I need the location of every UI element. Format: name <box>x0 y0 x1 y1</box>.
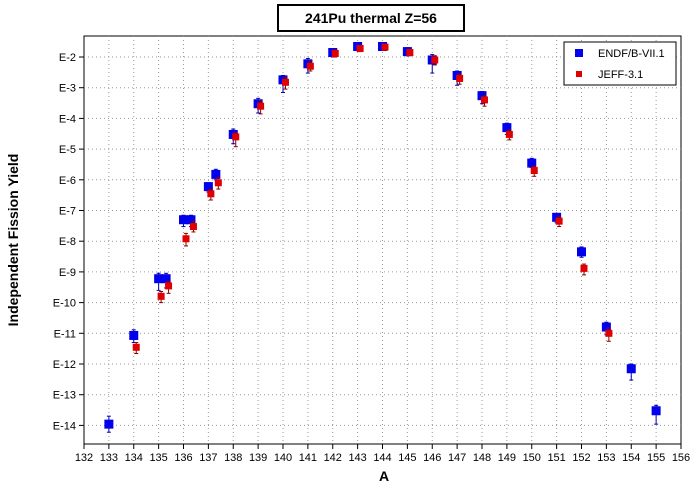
y-tick-label: E-8 <box>59 236 76 248</box>
y-tick-label: E-12 <box>53 359 76 371</box>
legend-box <box>563 41 677 86</box>
title-box <box>277 4 465 32</box>
data-point-jeff <box>214 179 222 187</box>
x-tick-label: 139 <box>249 452 267 464</box>
x-tick-label: 156 <box>672 452 690 464</box>
data-point-endf <box>161 274 171 284</box>
data-point-endf <box>211 169 221 179</box>
data-point-jeff <box>281 78 289 86</box>
data-point-endf <box>577 247 586 257</box>
y-tick-label: E-4 <box>59 113 76 125</box>
chart-title: 241Pu thermal Z=56 <box>305 10 437 26</box>
y-tick-label: E-5 <box>59 144 76 156</box>
data-point-endf <box>104 419 114 429</box>
data-point-jeff <box>165 282 173 290</box>
y-tick-label: E-10 <box>53 298 76 310</box>
data-point-jeff <box>580 264 588 272</box>
data-point-jeff <box>456 74 464 82</box>
x-tick-label: 149 <box>498 452 516 464</box>
x-tick-label: 135 <box>149 452 167 464</box>
data-point-endf <box>651 406 661 416</box>
x-tick-label: 144 <box>373 452 391 464</box>
x-tick-label: 136 <box>174 452 192 464</box>
data-point-endf <box>502 123 512 133</box>
data-point-jeff <box>331 50 339 58</box>
y-tick-label: E-3 <box>59 83 76 95</box>
y-tick-label: E-7 <box>59 206 76 218</box>
x-tick-label: 150 <box>523 452 541 464</box>
y-tick-label: E-14 <box>53 420 76 432</box>
data-point-endf <box>626 364 636 374</box>
data-point-endf <box>179 215 188 225</box>
data-point-jeff <box>189 223 197 231</box>
legend: ENDF/B-VII.1 JEFF-3.1 <box>563 41 677 86</box>
data-point-jeff <box>555 217 563 225</box>
y-tick-label: E-2 <box>59 52 76 64</box>
data-point-endf <box>552 212 562 222</box>
data-point-jeff <box>182 235 190 243</box>
data-point-endf <box>527 158 537 168</box>
data-point-jeff <box>406 49 414 57</box>
x-tick-label: 137 <box>199 452 217 464</box>
data-point-jeff <box>431 56 439 64</box>
x-tick-label: 155 <box>647 452 665 464</box>
data-point-jeff <box>306 62 314 70</box>
data-point-jeff <box>505 130 513 138</box>
y-axis-title: Independent Fission Yield <box>5 154 21 327</box>
y-tick-label: E-11 <box>54 328 76 340</box>
legend-label-endf: ENDF/B-VII.1 <box>598 48 665 60</box>
data-point-jeff <box>530 167 538 175</box>
data-point-endf <box>477 91 487 101</box>
data-point-jeff <box>207 190 215 198</box>
data-layer <box>104 41 661 433</box>
x-tick-label: 141 <box>299 452 317 464</box>
x-tick-label: 143 <box>348 452 366 464</box>
x-tick-label: 153 <box>597 452 615 464</box>
x-tick-label: 142 <box>324 452 342 464</box>
grid-layer <box>84 36 681 444</box>
y-tick-label: E-13 <box>53 390 76 402</box>
tick-layer: 132 133 134 135 136 137 138 139 140 141 142 143 144 1… <box>53 52 690 464</box>
x-tick-label: 151 <box>547 452 565 464</box>
data-point-endf <box>186 215 196 225</box>
x-tick-label: 133 <box>100 452 118 464</box>
data-point-jeff <box>381 43 389 51</box>
legend-label-jeff: JEFF-3.1 <box>598 69 643 81</box>
data-point-jeff <box>132 343 140 351</box>
data-point-endf <box>154 274 164 284</box>
x-tick-label: 148 <box>473 452 491 464</box>
data-point-jeff <box>232 133 240 141</box>
x-tick-label: 140 <box>274 452 292 464</box>
legend-marker-jeff <box>576 71 582 77</box>
y-tick-label: E-9 <box>59 267 76 279</box>
x-tick-label: 147 <box>448 452 466 464</box>
data-point-jeff <box>605 329 613 337</box>
data-point-jeff <box>257 102 265 110</box>
x-tick-label: 134 <box>125 452 143 464</box>
x-axis-title: A <box>379 468 389 484</box>
legend-marker-endf <box>575 49 583 57</box>
x-tick-label: 132 <box>75 452 93 464</box>
x-tick-label: 146 <box>423 452 441 464</box>
data-point-jeff <box>480 96 488 104</box>
data-point-endf <box>129 330 139 340</box>
data-point-jeff <box>157 292 165 300</box>
x-tick-label: 145 <box>398 452 416 464</box>
x-tick-label: 152 <box>572 452 590 464</box>
y-tick-label: E-6 <box>59 175 76 187</box>
data-point-jeff <box>356 44 364 52</box>
data-point-endf <box>203 182 213 192</box>
data-point-endf <box>601 322 611 332</box>
x-tick-label: 138 <box>224 452 242 464</box>
x-tick-label: 154 <box>622 452 640 464</box>
